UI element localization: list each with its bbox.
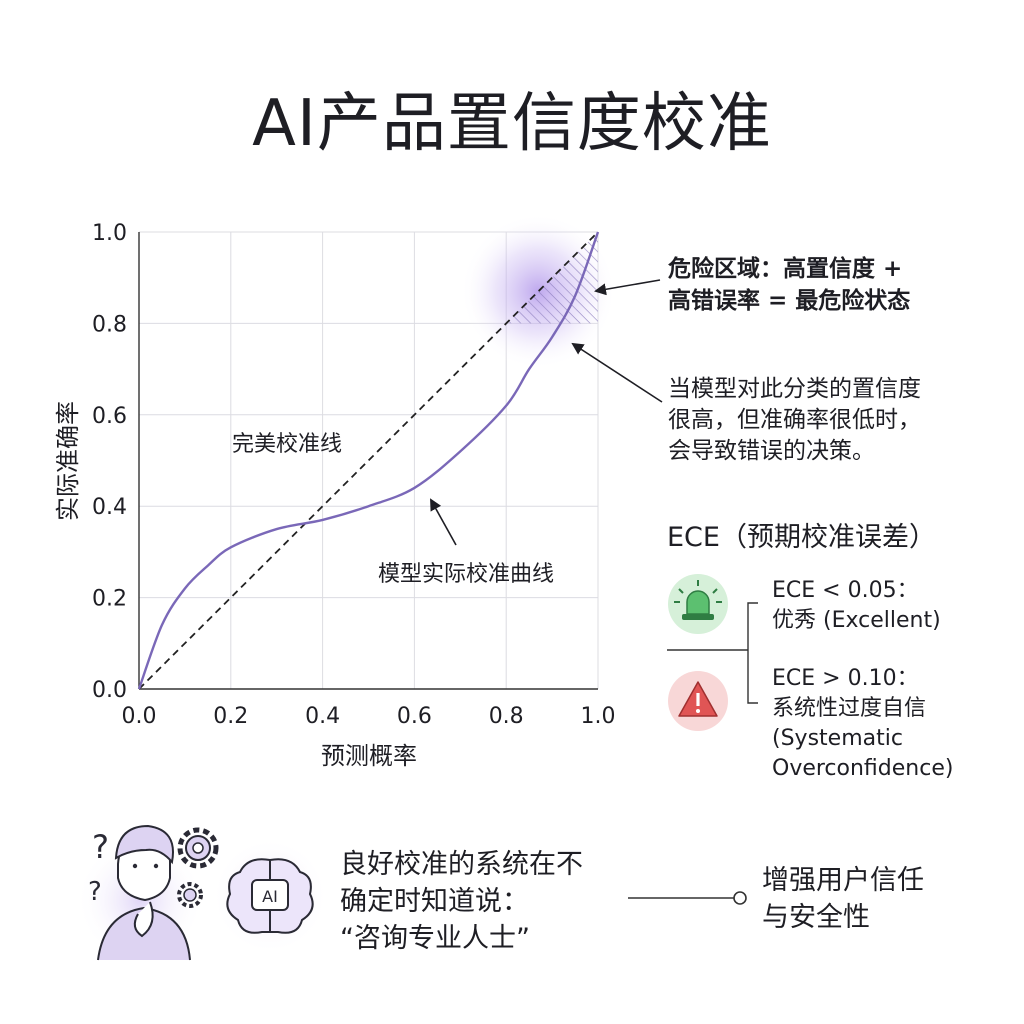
ai-badge-text: AI: [262, 887, 278, 906]
y-tick-label: 0.6: [92, 404, 127, 429]
y-tick-label: 0.4: [92, 495, 127, 520]
explain-line-3: 会导致错误的决策。: [668, 438, 875, 464]
model-curve-label: 模型实际校准曲线: [378, 562, 554, 587]
x-tick-label: 0.6: [397, 704, 432, 729]
x-tick-label: 0.8: [489, 704, 524, 729]
trust-safety-result: 增强用户信任 与安全性: [762, 862, 924, 936]
gear-icon: [177, 827, 219, 908]
svg-text:?: ?: [92, 828, 109, 866]
ece-good-label: 优秀 (Excellent): [772, 608, 941, 633]
danger-line-2: 高错误率 = 最危险状态: [668, 288, 911, 314]
result-line-2: 与安全性: [762, 902, 870, 933]
y-tick-label: 0.2: [92, 587, 127, 612]
ece-heading: ECE（预期校准误差）: [667, 522, 936, 553]
quote-line-3: “咨询专业人士”: [340, 923, 530, 954]
page-title: AI产品置信度校准: [252, 87, 772, 161]
danger-zone-note: 危险区域：高置信度 + 高错误率 = 最危险状态: [668, 253, 910, 317]
curve-label-arrow: [430, 498, 457, 546]
x-tick-label: 0.2: [213, 704, 248, 729]
ece-good-threshold: ECE < 0.05：: [772, 578, 919, 603]
result-line-1: 增强用户信任: [762, 865, 924, 896]
x-axis-label: 预测概率: [321, 742, 417, 770]
ece-bad-threshold: ECE > 0.10：: [772, 666, 919, 691]
thinking-person-icon: [76, 824, 204, 964]
quote-line-2: 确定时知道说：: [340, 886, 529, 917]
x-tick-label: 0.0: [122, 704, 157, 729]
danger-hatch: [506, 232, 598, 324]
perfect-calibration-label: 完美校准线: [232, 432, 342, 457]
overconfidence-explanation: 当模型对此分类的置信度 很高，但准确率很低时， 会导致错误的决策。: [668, 374, 921, 467]
y-tick-label: 0.0: [92, 678, 127, 703]
green-siren-icon: [668, 574, 728, 634]
y-tick-label: 0.8: [92, 312, 127, 337]
explain-arrow: [571, 342, 663, 403]
bottom-connector-dot: [733, 891, 747, 905]
explain-line-2: 很高，但准确率很低时，: [668, 407, 921, 433]
svg-text:?: ?: [88, 877, 102, 907]
chart-series: [137, 231, 600, 690]
explain-line-1: 当模型对此分类的置信度: [668, 376, 921, 402]
chart-ticks: 0.0 0.2 0.4 0.6 0.8 1.0 0.0 0.2 0.4 0.6 0.8 1.0: [92, 221, 616, 729]
ece-bracket: [747, 602, 758, 704]
calibration-quote: 良好校准的系统在不 确定时知道说： “咨询专业人士”: [340, 846, 583, 957]
red-warning-icon: [668, 671, 728, 731]
model-calibration-curve: [137, 231, 600, 690]
quote-line-1: 良好校准的系统在不: [340, 849, 583, 880]
x-tick-label: 0.4: [305, 704, 340, 729]
x-tick-label: 1.0: [581, 704, 616, 729]
ece-good-item: ECE < 0.05： 优秀 (Excellent): [772, 576, 941, 636]
ece-bad-english-1: (Systematic: [772, 726, 903, 751]
y-tick-label: 1.0: [92, 221, 127, 246]
question-mark-icon: ? ?: [88, 828, 109, 907]
ece-bad-item: ECE > 0.10： 系统性过度自信 (Systematic Overconf…: [772, 664, 953, 784]
danger-line-1: 危险区域：高置信度 +: [668, 256, 903, 282]
ai-brain-icon: AI: [212, 838, 328, 954]
ece-bad-label: 系统性过度自信: [772, 696, 927, 721]
y-axis-label: 实际准确率: [54, 401, 82, 521]
ece-bad-english-2: Overconfidence): [772, 756, 954, 781]
danger-arrow: [594, 279, 661, 296]
